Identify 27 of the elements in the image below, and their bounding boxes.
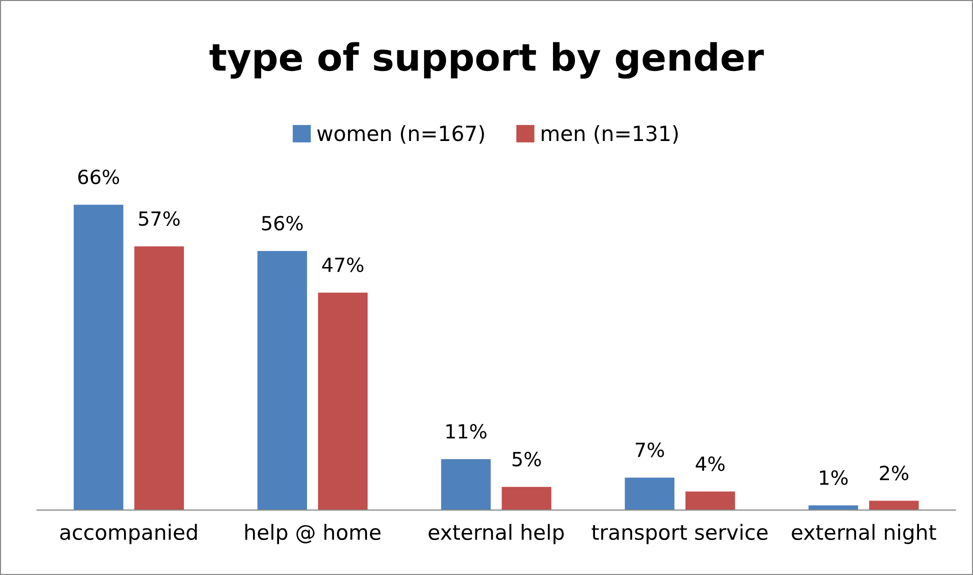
- data-label: 56%: [262, 216, 303, 231]
- x-tick-label: transport service: [592, 524, 768, 544]
- bar: [624, 478, 674, 510]
- data-label: 5%: [512, 452, 541, 466]
- bar: [685, 492, 736, 510]
- x-tick-label: help @ home: [245, 524, 381, 544]
- data-label: 66%: [78, 170, 120, 184]
- data-label: 11%: [446, 424, 486, 439]
- data-label: 4%: [696, 456, 725, 472]
- data-label: 47%: [322, 257, 364, 272]
- chart-title: type of support by gender: [210, 42, 764, 79]
- bar: [318, 292, 368, 510]
- x-tick-label: external night: [792, 524, 936, 544]
- bar: [441, 459, 491, 510]
- bar: [869, 500, 919, 510]
- x-tick-label: accompanied: [60, 524, 197, 544]
- legend-label: men (n=131): [542, 125, 678, 144]
- data-label: 57%: [139, 211, 180, 226]
- data-label: 2%: [880, 466, 908, 480]
- bar: [257, 250, 308, 510]
- bar: [134, 246, 184, 510]
- legend-label: women (n=167): [317, 125, 484, 144]
- bar: [502, 486, 552, 510]
- bar: [74, 204, 124, 510]
- data-label: 7%: [636, 442, 664, 458]
- x-tick-label: external help: [428, 524, 564, 544]
- data-label: 1%: [820, 470, 848, 485]
